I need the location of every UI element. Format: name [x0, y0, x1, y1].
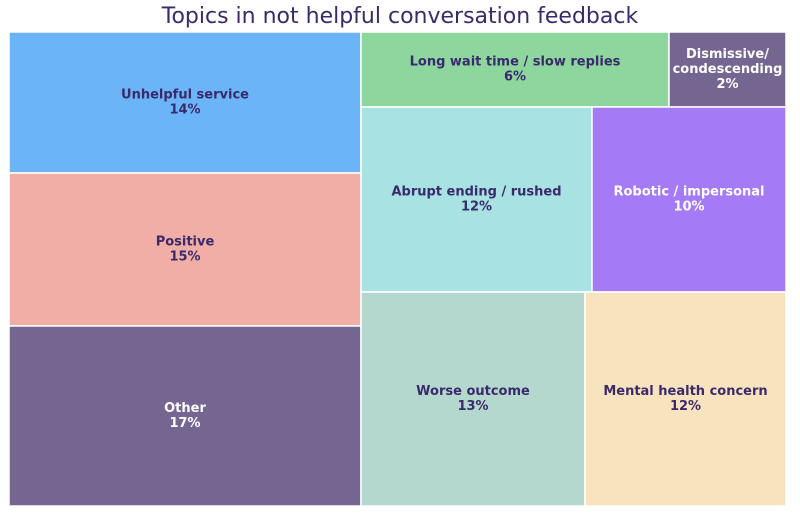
- tile-label-dismissive-condescending: Dismissive/: [686, 47, 769, 62]
- tile-rect-worse-outcome: [360, 291, 586, 507]
- tile-value-other: 17%: [169, 416, 200, 431]
- tile-value-long-wait-time-slow-replies: 6%: [504, 70, 526, 85]
- tile-value-worse-outcome: 13%: [457, 399, 488, 414]
- tile-value-positive: 15%: [169, 250, 200, 265]
- tile-label-other: Other: [164, 401, 206, 416]
- tile-label-abrupt-ending-rushed: Abrupt ending / rushed: [391, 185, 561, 200]
- tile-rect-other: [8, 325, 362, 507]
- tile-value-abrupt-ending-rushed: 12%: [461, 200, 492, 215]
- tile-label-worse-outcome: Worse outcome: [416, 384, 530, 399]
- tile-label-robotic-impersonal: Robotic / impersonal: [613, 185, 764, 200]
- tile-rect-positive: [8, 172, 362, 327]
- tile-value-robotic-impersonal: 10%: [673, 200, 704, 215]
- tile-label-positive: Positive: [156, 235, 215, 250]
- tile-value-unhelpful-service: 14%: [169, 103, 200, 118]
- tile-label-unhelpful-service: Unhelpful service: [121, 88, 249, 103]
- tile-value-dismissive-condescending: 2%: [716, 77, 738, 92]
- tile-rect-robotic-impersonal: [591, 106, 787, 293]
- tile-label-mental-health-concern: Mental health concern: [603, 384, 767, 399]
- tile-value-mental-health-concern: 12%: [670, 399, 701, 414]
- tile-rect-unhelpful-service: [8, 31, 362, 174]
- tile-label-long-wait-time-slow-replies: Long wait time / slow replies: [410, 55, 621, 70]
- tile-label-dismissive-condescending: condescending: [673, 62, 783, 77]
- chart-title: Topics in not helpful conversation feedb…: [161, 4, 639, 29]
- tile-rect-mental-health-concern: [584, 291, 787, 507]
